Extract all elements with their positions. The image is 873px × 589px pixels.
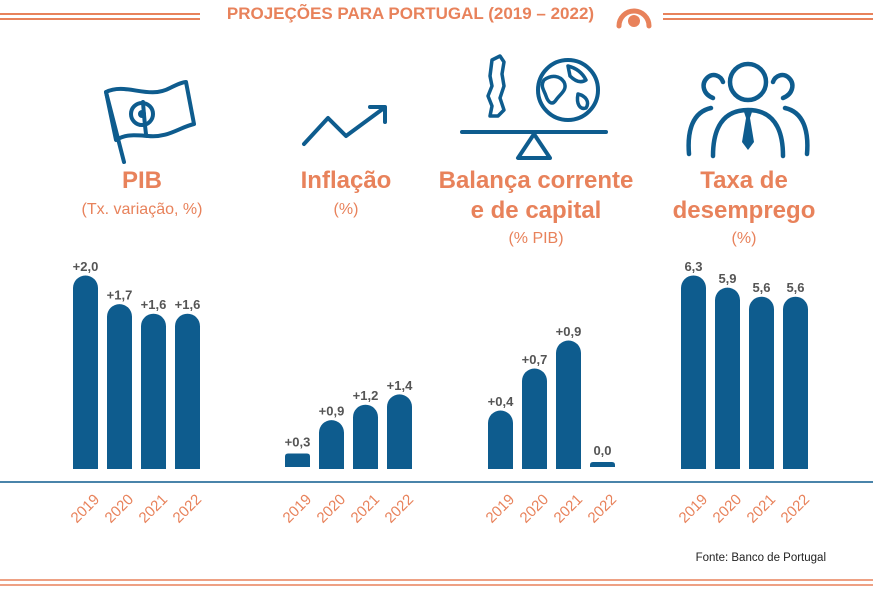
value-label-0-2021: +1,6 (141, 297, 167, 312)
bar-1-2021 (353, 404, 378, 469)
subtitle-balanca: (% PIB) (508, 230, 564, 247)
category-label-0-2021: 2021 (136, 491, 172, 527)
subtitle-inflacao: (%) (333, 201, 359, 218)
bar-0-2021 (141, 313, 166, 469)
value-label-0-2019: +2,0 (73, 259, 99, 274)
bar-1-2020 (319, 420, 344, 469)
value-label-3-2022: 5,6 (786, 280, 804, 295)
bar-1-2019 (285, 453, 310, 467)
header-rule-left-bottom (0, 18, 200, 20)
value-label-0-2020: +1,7 (107, 288, 133, 303)
category-label-0-2020: 2020 (102, 491, 138, 527)
source-note: Fonte: Banco de Portugal (695, 552, 826, 564)
heading-pib: PIB (121, 167, 162, 194)
bar-0-2019 (73, 275, 98, 469)
heading-desemprego-line2: desemprego (672, 197, 816, 224)
portugal-flag-icon (104, 80, 196, 164)
header-rule-left-top (0, 13, 200, 15)
bar-3-2021 (749, 296, 774, 469)
heading-inflacao: Inflação (300, 167, 392, 194)
bar-2-2020 (522, 368, 547, 469)
value-label-1-2019: +0,3 (285, 435, 311, 450)
value-label-3-2020: 5,9 (718, 271, 736, 286)
orange-circle-logo-icon (616, 8, 652, 29)
value-label-3-2019: 6,3 (684, 259, 702, 274)
category-label-2-2020: 2020 (517, 491, 553, 527)
category-label-2-2019: 2019 (483, 491, 519, 527)
balance-scale-portugal-globe-icon (460, 54, 608, 160)
bar-1-2022 (387, 394, 412, 469)
category-label-3-2019: 2019 (676, 491, 712, 527)
bar-2-2021 (556, 340, 581, 469)
value-label-3-2021: 5,6 (752, 280, 770, 295)
category-label-0-2022: 2022 (170, 491, 206, 527)
bar-3-2022 (783, 296, 808, 469)
category-label-2-2022: 2022 (585, 491, 621, 527)
category-label-1-2021: 2021 (348, 491, 384, 527)
page-title: PROJEÇÕES PARA PORTUGAL (2019 – 2022) (226, 4, 595, 23)
people-group-icon (686, 61, 810, 159)
value-label-2-2021: +0,9 (556, 324, 582, 339)
value-label-2-2020: +0,7 (522, 352, 548, 367)
category-label-1-2019: 2019 (280, 491, 316, 527)
bar-2-2022 (590, 462, 615, 467)
value-label-0-2022: +1,6 (175, 297, 201, 312)
bar-2-2019 (488, 410, 513, 469)
subtitle-pib: (Tx. variação, %) (81, 201, 203, 218)
category-label-1-2020: 2020 (314, 491, 350, 527)
heading-balanca-line2: e de capital (470, 197, 602, 224)
category-label-0-2019: 2019 (68, 491, 104, 527)
header-rule-right-bottom (663, 18, 873, 20)
value-label-1-2020: +0,9 (319, 404, 345, 419)
category-label-3-2020: 2020 (710, 491, 746, 527)
subtitle-desemprego: (%) (731, 230, 757, 247)
bar-0-2022 (175, 313, 200, 469)
heading-desemprego-line1: Taxa de (700, 167, 788, 194)
heading-balanca-line1: Balança corrente (438, 167, 634, 194)
value-label-1-2022: +1,4 (387, 378, 413, 393)
trend-up-arrow-icon (302, 105, 387, 146)
category-label-2-2021: 2021 (551, 491, 587, 527)
value-label-1-2021: +1,2 (353, 388, 379, 403)
bar-3-2020 (715, 287, 740, 469)
bar-3-2019 (681, 275, 706, 469)
category-label-1-2022: 2022 (382, 491, 418, 527)
category-label-3-2021: 2021 (744, 491, 780, 527)
header-rule-right-top (663, 13, 873, 15)
bar-0-2020 (106, 304, 132, 469)
value-label-2-2022: 0,0 (593, 443, 611, 458)
value-label-2-2019: +0,4 (488, 394, 514, 409)
category-label-3-2022: 2022 (778, 491, 814, 527)
